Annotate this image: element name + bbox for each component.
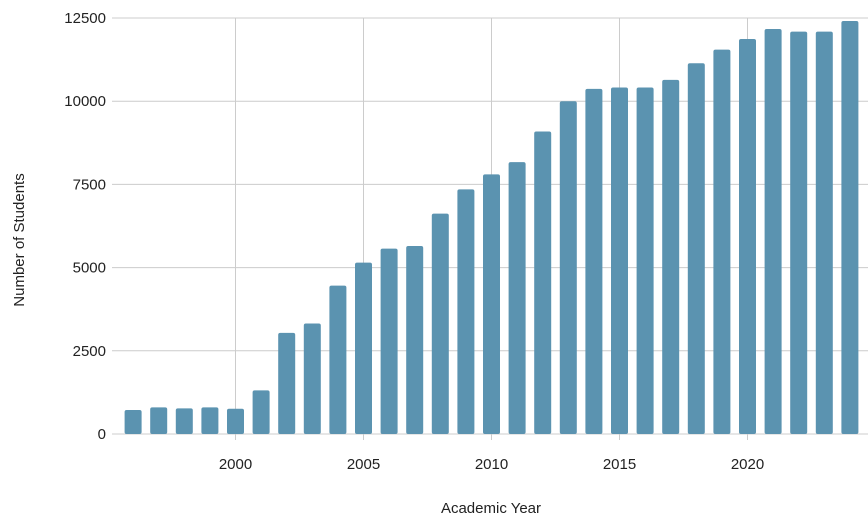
y-axis-title: Number of Students (11, 173, 28, 306)
bars (124, 20, 859, 435)
bar-2000 (227, 408, 244, 434)
y-tick-label: 12500 (64, 10, 106, 27)
bar-1997 (150, 407, 168, 434)
x-tick-label: 2020 (731, 456, 764, 473)
bar-2012 (534, 131, 552, 434)
bar-2001 (252, 390, 270, 434)
bar-2011 (508, 162, 526, 434)
bar-2023 (815, 31, 833, 434)
bar-2017 (662, 79, 680, 434)
y-tick-label: 2500 (73, 343, 106, 360)
bar-1996 (124, 410, 142, 434)
x-tick-label: 2010 (475, 456, 508, 473)
bar-2022 (790, 31, 808, 434)
bar-2007 (406, 245, 424, 434)
bar-2003 (303, 323, 321, 434)
y-tick-label: 5000 (73, 260, 106, 277)
bar-2024 (841, 20, 859, 434)
bar-2015 (611, 87, 628, 434)
bar-2004 (329, 285, 347, 434)
bar-2013 (559, 101, 577, 434)
x-tick-labels: 2000 2005 2010 2015 2020 (219, 456, 764, 473)
x-axis-title: Academic Year (441, 500, 541, 517)
x-tick-label: 2015 (603, 456, 636, 473)
bar-2002 (278, 332, 296, 434)
bar-2018 (687, 63, 705, 434)
bar-2009 (457, 189, 475, 434)
bar-1998 (175, 408, 193, 434)
bar-2020 (739, 38, 756, 434)
bar-2014 (585, 88, 603, 434)
bar-2010 (483, 174, 500, 434)
x-tick-label: 2000 (219, 456, 252, 473)
bar-2005 (355, 262, 372, 434)
bar-2016 (636, 87, 654, 434)
bar-1999 (201, 407, 219, 434)
bar-2006 (380, 248, 398, 434)
y-tick-label: 10000 (64, 93, 106, 110)
y-tick-label: 7500 (73, 176, 106, 193)
bar-2021 (764, 28, 782, 435)
y-tick-labels: 0 2500 5000 7500 10000 12500 (64, 10, 106, 443)
y-tick-label: 0 (98, 426, 106, 443)
bar-2019 (713, 49, 731, 435)
x-tick-label: 2005 (347, 456, 380, 473)
bar-2008 (431, 213, 449, 434)
